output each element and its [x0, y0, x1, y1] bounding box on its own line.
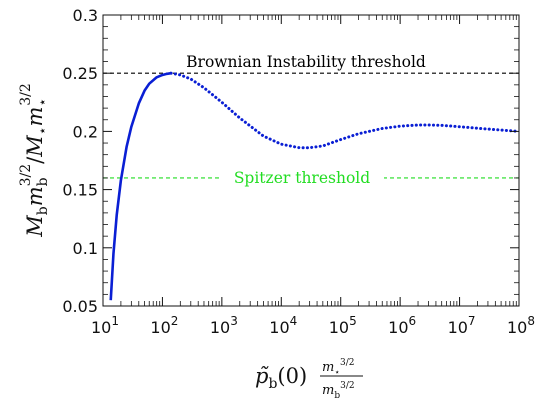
x-tick-label: 105 — [329, 314, 357, 337]
svg-text:m⋆3/2: m⋆3/2 — [322, 358, 354, 378]
x-tick-label: 107 — [448, 314, 476, 337]
svg-text:p̃b(0): p̃b(0) — [255, 364, 307, 392]
plot-frame — [102, 14, 520, 307]
y-tick-label: 0.25 — [62, 64, 98, 83]
y-tick-label: 0.3 — [73, 6, 98, 25]
svg-text:mb3/2: mb3/2 — [322, 381, 355, 398]
x-axis-label: p̃b(0) m⋆3/2 mb3/2 — [255, 358, 363, 398]
annotation-layer: Brownian Instability threshold Spitzer th… — [186, 53, 426, 188]
tick-labels: 101 102 103 104 105 106 107 108 0.05 0.1 0.15 0.2 0.… — [62, 6, 535, 337]
y-tick-label: 0.2 — [73, 122, 98, 141]
x-tick-label: 101 — [91, 314, 119, 337]
y-tick-label: 0.05 — [62, 297, 98, 316]
x-tick-label: 103 — [210, 314, 238, 337]
spitzer-threshold-label: Spitzer threshold — [234, 169, 370, 187]
x-tick-label: 102 — [150, 314, 178, 337]
threshold-lines — [103, 72, 519, 179]
y-axis-label: Mbmb3/2/M⋆m⋆3/2 — [18, 83, 51, 237]
series-dotted-line — [169, 71, 521, 150]
y-tick-label: 0.1 — [73, 239, 98, 258]
y-tick-label: 0.15 — [62, 181, 98, 200]
series-layer — [109, 71, 521, 301]
x-tick-label: 106 — [388, 314, 416, 337]
axes-frame — [102, 14, 520, 307]
tick-marks — [102, 14, 520, 307]
x-tick-label: 104 — [269, 314, 297, 337]
series-solid-line — [109, 71, 172, 301]
x-tick-label: 108 — [507, 314, 535, 337]
label-background — [220, 166, 384, 188]
brownian-threshold-label: Brownian Instability threshold — [186, 53, 426, 71]
